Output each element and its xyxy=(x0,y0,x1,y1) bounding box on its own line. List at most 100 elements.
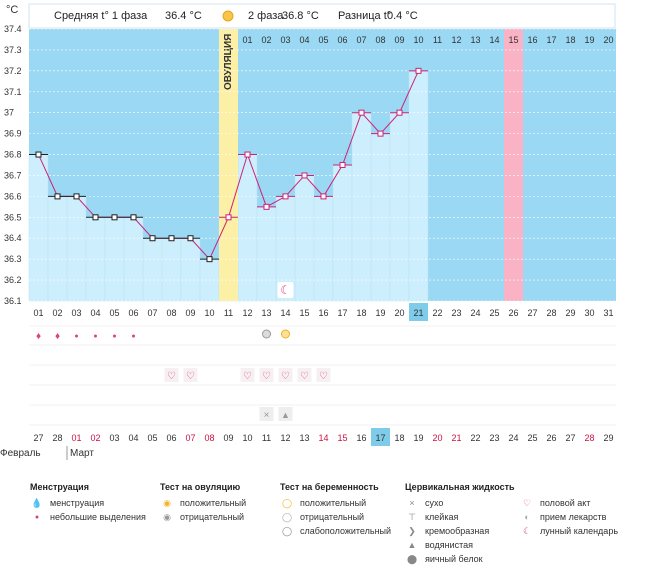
calendar-date: 28 xyxy=(52,433,62,443)
cycle-day-label: 08 xyxy=(375,35,385,45)
ovulation-label: ОВУЛЯЦИЯ xyxy=(223,34,234,90)
day-label: 30 xyxy=(584,308,594,318)
calendar-date: 06 xyxy=(166,433,176,443)
menstruation-icon: ♦ xyxy=(36,331,41,342)
header-bar xyxy=(28,3,616,29)
legend-menstruation-item: менструация xyxy=(50,498,105,508)
day-label: 03 xyxy=(71,308,81,318)
day-label: 04 xyxy=(90,308,100,318)
legend-ovtest-positive: положительный xyxy=(180,498,247,508)
calendar-date: 18 xyxy=(394,433,404,443)
cycle-day-label: 13 xyxy=(470,35,480,45)
y-axis-ticks: 36.1 36.2 36.3 36.4 36.5 36.6 36.7 36.8 36.9 37 37… xyxy=(4,24,22,306)
temperature-bar xyxy=(256,206,277,302)
legend-menstruation: Менструация 💧 менструация ● небольшие выде… xyxy=(30,482,146,524)
day-label: 16 xyxy=(318,308,328,318)
heart-icon: ♡ xyxy=(319,371,328,382)
calendar-date: 21 xyxy=(451,433,461,443)
day-label: 19 xyxy=(375,308,385,318)
calendar-date: 14 xyxy=(318,433,328,443)
y-tick-label: 36.8 xyxy=(4,150,22,160)
temperature-bar xyxy=(408,70,429,302)
calendar-row: 27 28 01 02 03 04 05 06 07 08 09 10 11 12 13 14 15 16 17 18… xyxy=(0,428,614,460)
day-label: 23 xyxy=(451,308,461,318)
legend-pregnancy-test-title: Тест на беременность xyxy=(280,482,379,492)
day-label: 09 xyxy=(185,308,195,318)
unit-label: °C xyxy=(6,4,18,16)
legend-pregnancy-test: Тест на беременность ◯ положительный ◯ отр… xyxy=(280,482,391,538)
day-label: 06 xyxy=(128,308,138,318)
x-axis-days: 01 02 03 04 05 06 07 08 09 10 11 12 13 14 15 16 17 18 19 20… xyxy=(33,303,614,321)
legend-cervical-watery: водянистая xyxy=(425,540,474,550)
calendar-date: 20 xyxy=(432,433,442,443)
day-label: 05 xyxy=(109,308,119,318)
spotting-icon: ● xyxy=(74,333,78,340)
heart-icon: ♡ xyxy=(281,371,290,382)
day-label: 02 xyxy=(52,308,62,318)
cycle-day-label: 15 xyxy=(508,35,518,45)
pregnancy-positive-icon: ◯ xyxy=(281,497,293,508)
cycle-day-label: 18 xyxy=(565,35,575,45)
y-tick-label: 36.9 xyxy=(4,129,22,139)
day-label: 24 xyxy=(470,308,480,318)
temperature-bar xyxy=(332,164,353,302)
temperature-point xyxy=(301,172,308,179)
heart-cell xyxy=(183,368,198,382)
temperature-point xyxy=(339,162,346,168)
cycle-day-label: 12 xyxy=(451,35,461,45)
ovulation-sun-icon xyxy=(222,10,234,22)
temperature-point xyxy=(225,214,232,221)
day-label: 10 xyxy=(204,308,214,318)
temperature-point xyxy=(111,214,118,221)
temperature-point xyxy=(415,67,422,74)
menstruation-icon: ♦ xyxy=(55,331,60,342)
temperature-point xyxy=(244,151,251,158)
calendar-date: 09 xyxy=(223,433,233,443)
event-icons: ♦ ♦ ● ● ● ● ♡ ♡ ♡ ♡ ♡ ♡ ♡ × ▲ ☾ xyxy=(29,282,616,426)
temperature-bar xyxy=(47,196,68,302)
highlighted-day-box xyxy=(409,303,428,321)
heart-cell xyxy=(297,368,312,382)
pregnancy-negative-icon: ◯ xyxy=(281,511,293,522)
day-label: 31 xyxy=(603,308,613,318)
day-label: 20 xyxy=(394,308,404,318)
day-label: 08 xyxy=(166,308,176,318)
ovulation-negative-icon xyxy=(262,329,271,339)
cycle-day-label: 09 xyxy=(394,35,404,45)
legend-cervical-sticky: клейкая xyxy=(425,512,459,522)
watery-icon: ▲ xyxy=(281,410,290,420)
day-label: 21 xyxy=(413,308,423,318)
day-label: 29 xyxy=(565,308,575,318)
cycle-day-label: 06 xyxy=(337,35,347,45)
watery-cell xyxy=(278,407,293,421)
heart-cell xyxy=(259,368,274,382)
y-tick-label: 37 xyxy=(4,108,14,118)
heart-icon: ♡ xyxy=(262,371,271,382)
temperature-point xyxy=(320,193,327,200)
temperature-bar xyxy=(313,196,334,302)
moon-cell xyxy=(277,282,294,298)
heart-cell xyxy=(278,368,293,382)
cycle-day-label: 16 xyxy=(527,35,537,45)
y-tick-label: 37.2 xyxy=(4,66,22,76)
dry-icon: × xyxy=(264,410,270,421)
month-label: Март xyxy=(70,448,94,459)
cycle-day-label: 01 xyxy=(242,35,252,45)
calendar-date: 29 xyxy=(603,433,613,443)
ovulation-band xyxy=(219,29,238,301)
calendar-date: 22 xyxy=(470,433,480,443)
temperature-point xyxy=(263,203,270,210)
cycle-day-label: 07 xyxy=(356,35,366,45)
cycle-day-row: 01 02 03 04 05 06 07 08 09 10 11 12 13 14 15 16 17 18 19 20 xyxy=(242,35,613,45)
heart-cell xyxy=(164,368,179,382)
temperature-point xyxy=(35,151,42,158)
sticky-icon: ⊤ xyxy=(408,511,416,522)
calendar-date: 16 xyxy=(356,433,366,443)
y-tick-label: 37.1 xyxy=(4,87,22,97)
cycle-day-label: 17 xyxy=(546,35,556,45)
calendar-date: 13 xyxy=(299,433,309,443)
y-tick-label: 37.4 xyxy=(4,24,22,34)
ovulation-negative-icon: ◉ xyxy=(163,511,171,522)
day-label: 26 xyxy=(508,308,518,318)
calendar-date: 02 xyxy=(90,433,100,443)
